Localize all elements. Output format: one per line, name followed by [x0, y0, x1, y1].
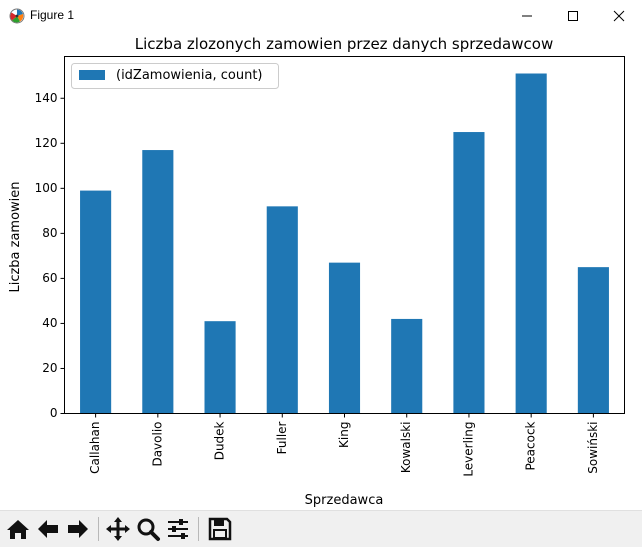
y-tick-label: 60	[42, 271, 57, 285]
arrow-left-icon	[38, 520, 58, 538]
x-tick-label: Dudek	[213, 421, 227, 460]
legend-box	[71, 63, 279, 89]
x-tick-label: Callahan	[88, 422, 102, 474]
close-icon	[613, 10, 625, 22]
close-button[interactable]	[596, 0, 642, 31]
bars-group	[80, 73, 609, 414]
y-tick-label: 0	[50, 406, 58, 420]
arrow-right-icon	[68, 520, 88, 538]
x-tick-label: King	[337, 422, 351, 448]
y-tick-label: 40	[42, 316, 57, 330]
bar	[204, 321, 236, 414]
x-tick-label: Sowiński	[586, 422, 600, 474]
y-tick-label: 100	[35, 181, 58, 195]
forward-button[interactable]	[64, 515, 92, 543]
bar-chart: Liczba zlozonych zamowien przez danych s…	[8, 35, 625, 508]
save-button[interactable]	[206, 515, 234, 543]
axes-frame	[64, 56, 625, 414]
home-button[interactable]	[4, 515, 32, 543]
x-axis: Callahan Davolio Dudek Fuller King Kowalski Le…	[88, 413, 600, 477]
navigation-toolbar	[0, 510, 642, 547]
window-titlebar: Figure 1	[0, 0, 642, 31]
toolbar-separator	[98, 517, 99, 541]
legend-label: (idZamowienia, count)	[116, 68, 263, 83]
zoom-button[interactable]	[134, 515, 162, 543]
pan-button[interactable]	[104, 515, 132, 543]
x-tick-label: Davolio	[150, 422, 164, 467]
bar	[328, 262, 361, 414]
minimize-icon	[522, 15, 532, 17]
matplotlib-icon	[9, 8, 25, 24]
bar	[515, 73, 547, 414]
bar	[391, 318, 423, 414]
x-tick-label: Kowalski	[399, 422, 413, 474]
maximize-button[interactable]	[550, 0, 596, 31]
toolbar-separator	[198, 517, 199, 541]
floppy-disk-icon	[208, 517, 232, 541]
home-icon	[7, 520, 29, 539]
y-tick-label: 120	[35, 136, 58, 150]
back-button[interactable]	[34, 515, 62, 543]
legend: (idZamowienia, count)	[71, 63, 279, 89]
sliders-icon	[168, 519, 188, 539]
subplots-button[interactable]	[164, 515, 192, 543]
x-tick-label: Fuller	[275, 421, 289, 454]
x-axis-label: Sprzedawca	[305, 493, 384, 508]
x-tick-label: Leverling	[461, 422, 475, 477]
y-tick-label: 20	[42, 361, 57, 375]
figure-canvas[interactable]: Liczba zlozonych zamowien przez danych s…	[0, 31, 642, 510]
minimize-button[interactable]	[504, 0, 550, 31]
bar	[142, 150, 174, 414]
y-tick-label: 140	[35, 91, 58, 105]
y-axis: 0 20 40 60 80 100 120 140	[35, 91, 65, 420]
y-tick-label: 80	[42, 226, 57, 240]
window-title: Figure 1	[30, 8, 75, 22]
bar	[577, 267, 609, 414]
legend-swatch	[79, 70, 105, 80]
magnifier-icon	[137, 518, 160, 541]
maximize-icon	[568, 11, 578, 21]
y-axis-label: Liczba zamowien	[8, 181, 23, 292]
chart-title: Liczba zlozonych zamowien przez danych s…	[135, 35, 553, 53]
move-icon	[106, 517, 130, 541]
bar	[453, 132, 485, 414]
bar	[266, 206, 298, 414]
bar	[80, 190, 112, 414]
x-tick-label: Peacock	[524, 421, 538, 470]
